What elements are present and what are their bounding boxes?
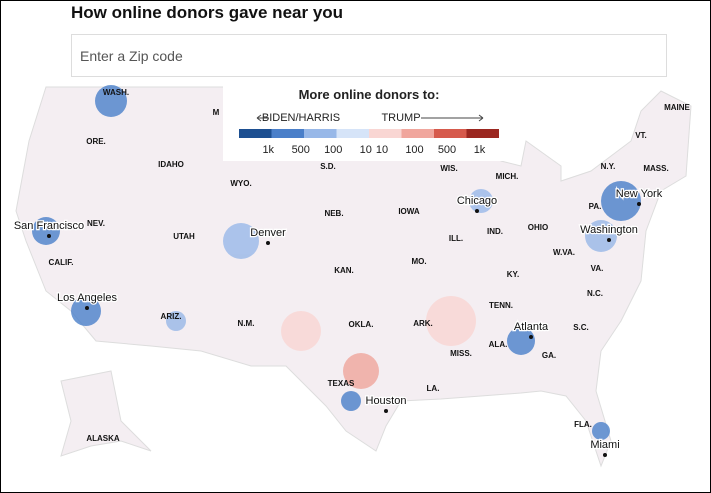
state-label: VT. [635, 131, 647, 140]
legend-label: 10 [376, 144, 388, 156]
state-label: VA. [591, 264, 604, 273]
state-label: MO. [411, 257, 426, 266]
city-label: Houston [366, 395, 407, 407]
city-label: Denver [250, 227, 286, 239]
legend-swatch [369, 129, 402, 138]
state-label: M [213, 108, 220, 117]
state-label: NEB. [324, 209, 343, 218]
city-dot [475, 209, 479, 213]
state-label: N.M. [238, 319, 255, 328]
state-label: KY. [507, 270, 519, 279]
state-label: IND. [487, 227, 503, 236]
city-label: Los Angeles [57, 292, 117, 304]
state-label: WIS. [440, 164, 457, 173]
city-label: Washington [580, 224, 638, 236]
state-label: MISS. [450, 349, 472, 358]
state-label: ARK. [413, 319, 433, 328]
alaska [60, 370, 152, 457]
legend-label: 10 [360, 144, 372, 156]
state-label: TENN. [489, 301, 513, 310]
state-label: IOWA [398, 207, 420, 216]
state-label: ALASKA [86, 434, 120, 443]
donor-shading [32, 85, 641, 440]
legend-swatch [336, 129, 369, 138]
zip-input[interactable]: Enter a Zip code [71, 34, 667, 77]
state-label: FLA. [574, 420, 592, 429]
state-label: MICH. [496, 172, 519, 181]
city-label: Miami [590, 439, 619, 451]
us-outline [15, 86, 692, 468]
city-dot [266, 241, 270, 245]
state-label: N.C. [587, 289, 603, 298]
state-label: W.VA. [553, 248, 575, 257]
city-label: Chicago [457, 195, 497, 207]
city-label: New York [616, 188, 663, 200]
state-label: ORE. [86, 137, 106, 146]
city-dot [607, 238, 611, 242]
legend-swatch [239, 129, 272, 138]
city-label: Atlanta [514, 321, 549, 333]
state-label: GA. [542, 351, 556, 360]
legend-label: 100 [405, 144, 423, 156]
state-label: MASS. [643, 164, 668, 173]
legend-label: 100 [324, 144, 342, 156]
map: More online donors to: BIDEN/HARRIS TRUM… [13, 85, 692, 468]
city-dot [85, 306, 89, 310]
legend-swatch [304, 129, 337, 138]
state-label: OHIO [528, 223, 548, 232]
city-dot [637, 202, 641, 206]
state-label: WYO. [230, 179, 251, 188]
state-label: NEV. [87, 219, 105, 228]
state-label: MAINE [664, 103, 690, 112]
city-label: San Francisco [14, 220, 84, 232]
state-label: CALIF. [49, 258, 74, 267]
legend-left: BIDEN/HARRIS [262, 112, 340, 124]
legend-swatch [401, 129, 434, 138]
state-label: OKLA. [349, 320, 374, 329]
legend-box [223, 86, 513, 161]
city-dot [47, 234, 51, 238]
legend-label: 500 [438, 144, 456, 156]
state-label: KAN. [334, 266, 354, 275]
state-label: ALA. [489, 340, 508, 349]
legend-label: 1k [474, 144, 486, 156]
city-dot [384, 409, 388, 413]
title: How online donors gave near you [71, 3, 344, 22]
state-label: WASH. [103, 88, 129, 97]
legend-swatch [466, 129, 499, 138]
legend-title: More online donors to: [299, 87, 440, 102]
legend-arrows [256, 114, 484, 122]
state-label: TEXAS [328, 379, 355, 388]
state-label: UTAH [173, 232, 195, 241]
legend-label: 1k [262, 144, 274, 156]
legend-label: 500 [292, 144, 310, 156]
state-label: ILL. [449, 234, 463, 243]
legend-right: TRUMP [381, 112, 420, 124]
city-dot [603, 453, 607, 457]
state-label: IDAHO [158, 160, 184, 169]
state-label: N.Y. [601, 162, 616, 171]
state-label: ARIZ. [161, 312, 182, 321]
legend-swatch [271, 129, 304, 138]
city-dot [529, 335, 533, 339]
state-label: S.C. [573, 323, 589, 332]
state-label: LA. [427, 384, 440, 393]
state-label: PA. [589, 202, 602, 211]
state-label: S.D. [320, 162, 336, 171]
legend-swatch [434, 129, 467, 138]
